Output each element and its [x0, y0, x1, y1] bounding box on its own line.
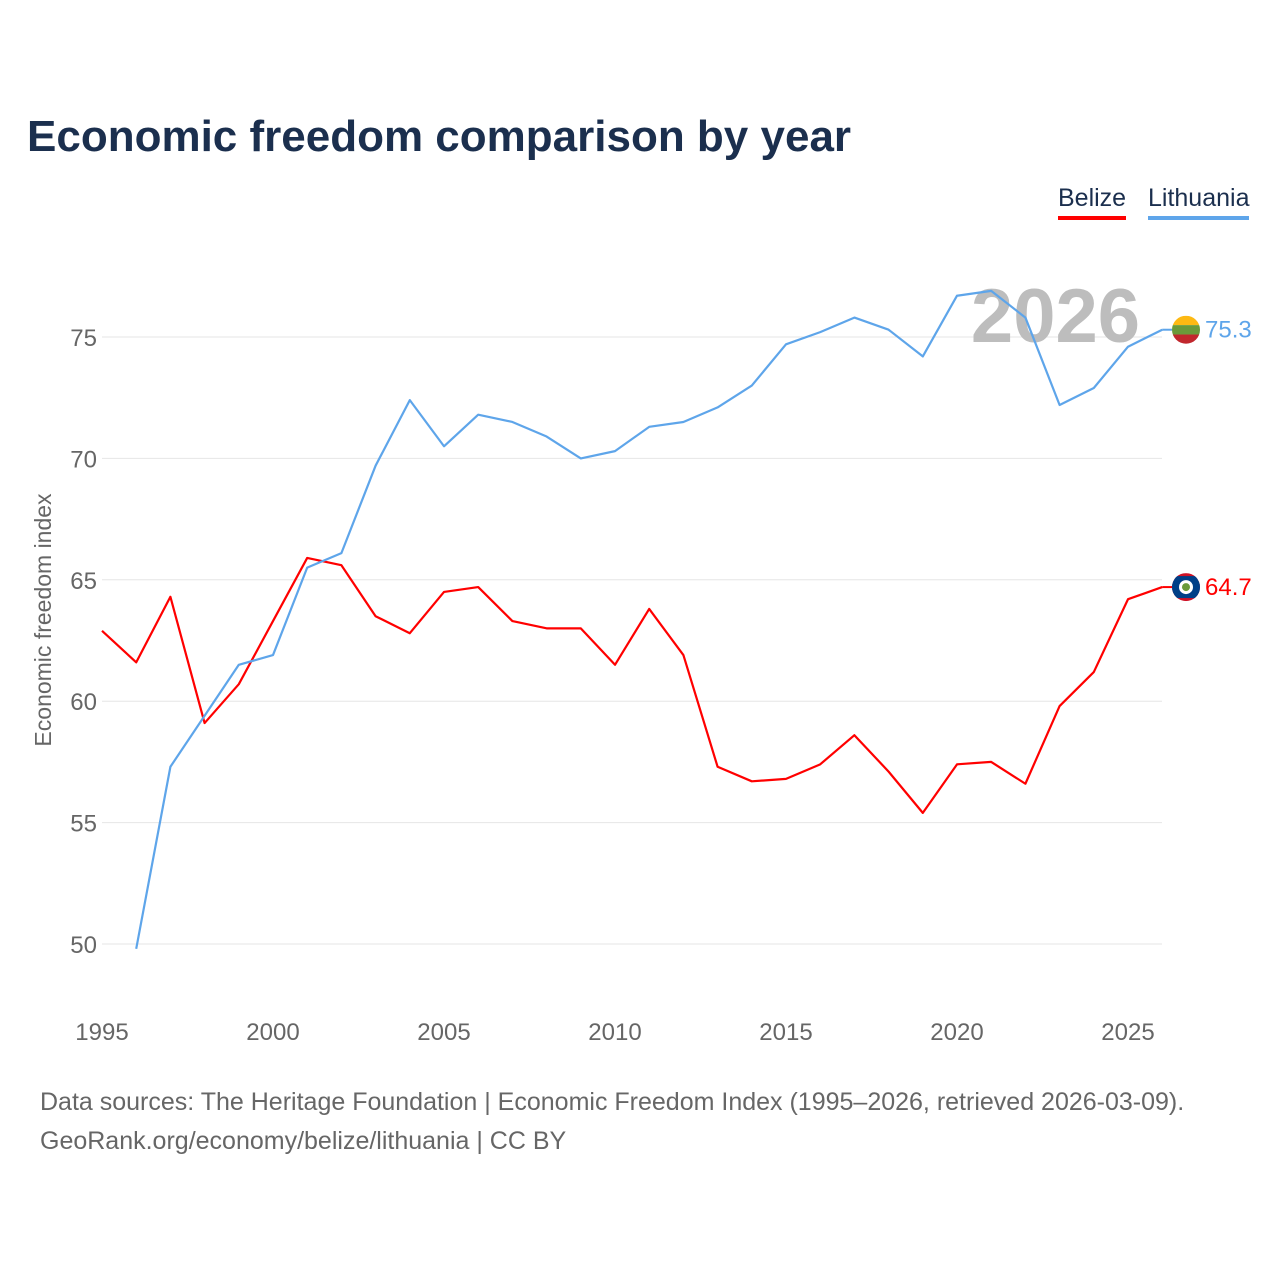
legend-belize[interactable]: Belize [1058, 184, 1127, 220]
source-url: GeoRank.org/economy/belize/lithuania | C… [40, 1127, 567, 1155]
y-tick-label: 55 [70, 811, 97, 838]
year-watermark: 2026 [971, 274, 1140, 359]
chart-title: Economic freedom comparison by year [27, 112, 852, 161]
x-tick-label: 2020 [930, 1019, 983, 1046]
x-tick-label: 2015 [759, 1019, 812, 1046]
y-tick-label: 70 [70, 446, 97, 473]
series-line-belize [101, 556, 1163, 814]
x-tick-label: 2010 [588, 1019, 641, 1046]
legend-lithuania[interactable]: Lithuania [1148, 184, 1250, 220]
series-line-lithuania [135, 289, 1163, 950]
x-tick-label: 1995 [75, 1019, 128, 1046]
belize-flag [1172, 573, 1200, 602]
end-value-label-belize: 64.7 [1205, 574, 1252, 601]
lithuania-flag [1172, 315, 1200, 344]
x-tick-label: 2025 [1101, 1019, 1154, 1046]
y-tick-label: 60 [70, 689, 97, 716]
y-axis-label: Economic freedom index [30, 493, 56, 747]
y-tick-label: 65 [70, 568, 97, 595]
source-line: Data sources: The Heritage Foundation | … [40, 1088, 1185, 1116]
x-tick-label: 2005 [417, 1019, 470, 1046]
x-tick-label: 2000 [246, 1019, 299, 1046]
y-tick-label: 50 [70, 932, 97, 959]
end-value-label-lithuania: 75.3 [1205, 317, 1252, 344]
y-tick-label: 75 [70, 325, 97, 352]
